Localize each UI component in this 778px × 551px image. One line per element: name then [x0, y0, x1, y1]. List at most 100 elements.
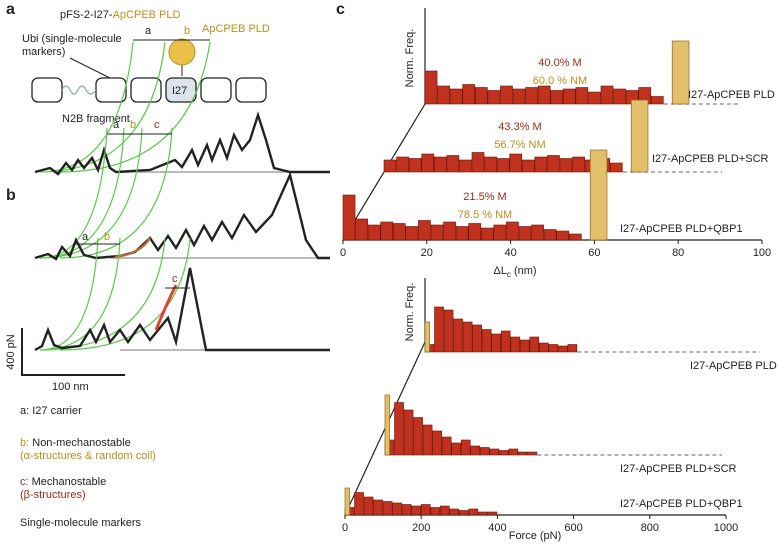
hist-bar	[421, 153, 435, 173]
hist-bar	[568, 233, 582, 241]
domain	[95, 77, 127, 103]
hist-bar	[430, 224, 444, 241]
hist-bar	[559, 158, 573, 173]
hist-bar	[401, 504, 412, 516]
hist-bar	[650, 96, 664, 105]
hist-bar	[531, 224, 544, 241]
hist-bar	[484, 156, 497, 173]
domain	[31, 77, 63, 103]
legend: a: I27 carrier b: Non-mechanostable (α-s…	[20, 405, 156, 529]
hist-bar	[460, 439, 471, 456]
hist-bar	[443, 309, 454, 353]
hist-bar	[342, 194, 356, 241]
hist-bar	[424, 70, 438, 105]
x-tick-label: 0	[342, 522, 348, 534]
hist-bar	[556, 230, 570, 241]
i27-bar	[344, 487, 350, 516]
legend-key: b:	[20, 437, 29, 449]
wlc-fit	[39, 41, 211, 173]
hist-bar	[487, 90, 501, 105]
hist-bar	[491, 333, 501, 353]
hist-bar	[527, 451, 538, 456]
hist-bar	[453, 318, 463, 353]
pointer	[69, 57, 111, 79]
legend-key: a:	[20, 405, 29, 417]
hist-bar	[471, 152, 485, 173]
mechanostable-pct: 21.5% M	[463, 191, 506, 203]
hist-bar	[439, 505, 450, 516]
trace-label: a	[113, 119, 120, 131]
hist-bar	[498, 450, 509, 456]
hist-bar	[474, 87, 488, 105]
hist-bar	[392, 502, 402, 516]
domains	[31, 77, 267, 103]
hist-bar	[609, 162, 623, 173]
hist-bar	[512, 88, 526, 105]
hist-bar	[588, 91, 601, 105]
i27-domain	[165, 77, 197, 103]
hist-bar	[403, 409, 414, 456]
hist-bar	[382, 501, 393, 516]
hist-bar	[506, 221, 519, 241]
row-name: I27-ApCPEB PLD+SCR	[652, 153, 769, 165]
legend-text: I27 carrier	[32, 405, 82, 417]
hist-bar	[405, 226, 419, 241]
trace-label: c	[172, 273, 178, 285]
pld-label: ApCPEB PLD	[202, 23, 270, 35]
x-axis-label: Force (pN)	[509, 530, 562, 542]
domain	[235, 77, 267, 103]
i27-label: I27	[172, 85, 187, 97]
x-tick-label: 60	[588, 247, 600, 259]
fit-segment	[154, 284, 178, 331]
axis-frame	[344, 278, 726, 516]
hist-bar	[493, 224, 507, 241]
force-trace	[34, 171, 330, 261]
hist-bar	[446, 155, 460, 173]
hist-bar	[496, 158, 510, 173]
hist-bar	[367, 224, 381, 241]
hist-bar	[449, 508, 460, 516]
n2b-fragment	[61, 85, 97, 95]
row-name: I27-ApCPEB PLD	[688, 89, 775, 101]
hist-bar	[575, 87, 589, 105]
trace-label: b	[184, 25, 190, 37]
panel-c: c Norm. Freq. ΔLc (nm) Norm. Freq. Force…	[336, 1, 777, 542]
legend-text: Non-mechanostable	[32, 437, 130, 449]
legend-entry: Single-molecule markers	[20, 517, 142, 529]
hist-bar	[468, 223, 482, 241]
hist-bar	[509, 153, 523, 173]
hist-bar	[567, 344, 578, 353]
force-scale: 400 pN	[5, 334, 17, 370]
hist-bar	[443, 221, 456, 241]
length-scale: 100 nm	[52, 381, 89, 393]
trace-label: a	[82, 231, 89, 243]
scale-bar	[21, 328, 125, 376]
i27-bar	[384, 394, 390, 456]
hist-bar	[600, 85, 614, 105]
hist-bar	[355, 218, 368, 241]
domain	[200, 77, 232, 103]
hist-bar	[543, 229, 557, 241]
hist-bar	[468, 508, 479, 516]
hist-bar	[441, 436, 452, 456]
hist-bar	[472, 324, 482, 353]
hist-bar	[519, 339, 530, 353]
i27-bar	[630, 99, 649, 173]
hist-bar	[380, 221, 394, 241]
x-tick-label: 600	[564, 522, 582, 534]
hist-bar	[487, 511, 498, 516]
hist-bar	[462, 321, 473, 353]
pld-circle	[168, 38, 196, 66]
x-tick-label: 400	[488, 522, 506, 534]
mechanostable-pct: 43.3% M	[498, 121, 541, 133]
hist-bar	[558, 345, 568, 353]
hist-bar	[363, 496, 374, 516]
hist-bar	[525, 87, 538, 105]
n2b-label: N2B fragment	[62, 113, 130, 125]
hist-bar	[420, 504, 431, 516]
hist-bar	[373, 499, 383, 516]
panel-label: b	[6, 187, 16, 204]
y-axis-label: Norm. Freq.	[404, 283, 416, 342]
hist-bar	[396, 156, 409, 173]
